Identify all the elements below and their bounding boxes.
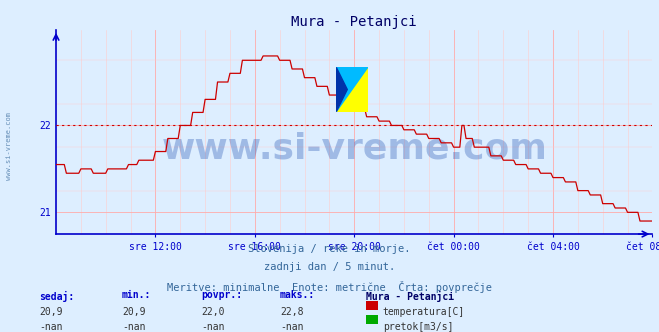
- Text: zadnji dan / 5 minut.: zadnji dan / 5 minut.: [264, 262, 395, 272]
- Text: www.si-vreme.com: www.si-vreme.com: [161, 131, 547, 165]
- Text: Meritve: minimalne  Enote: metrične  Črta: povprečje: Meritve: minimalne Enote: metrične Črta:…: [167, 281, 492, 292]
- Text: temperatura[C]: temperatura[C]: [383, 307, 465, 317]
- Text: min.:: min.:: [122, 290, 152, 300]
- Text: Slovenija / reke in morje.: Slovenija / reke in morje.: [248, 244, 411, 254]
- Text: 20,9: 20,9: [122, 307, 146, 317]
- Text: 22,0: 22,0: [201, 307, 225, 317]
- Text: povpr.:: povpr.:: [201, 290, 242, 300]
- Polygon shape: [336, 67, 347, 112]
- Text: 20,9: 20,9: [40, 307, 63, 317]
- Text: 22,8: 22,8: [280, 307, 304, 317]
- Title: Mura - Petanjci: Mura - Petanjci: [291, 15, 417, 29]
- Text: pretok[m3/s]: pretok[m3/s]: [383, 322, 453, 332]
- Text: Mura - Petanjci: Mura - Petanjci: [366, 290, 454, 301]
- Text: -nan: -nan: [40, 322, 63, 332]
- Text: -nan: -nan: [280, 322, 304, 332]
- Text: -nan: -nan: [201, 322, 225, 332]
- Text: -nan: -nan: [122, 322, 146, 332]
- Polygon shape: [336, 67, 368, 112]
- Text: maks.:: maks.:: [280, 290, 315, 300]
- Polygon shape: [336, 67, 368, 112]
- Text: sedaj:: sedaj:: [40, 290, 74, 301]
- Text: www.si-vreme.com: www.si-vreme.com: [5, 112, 12, 180]
